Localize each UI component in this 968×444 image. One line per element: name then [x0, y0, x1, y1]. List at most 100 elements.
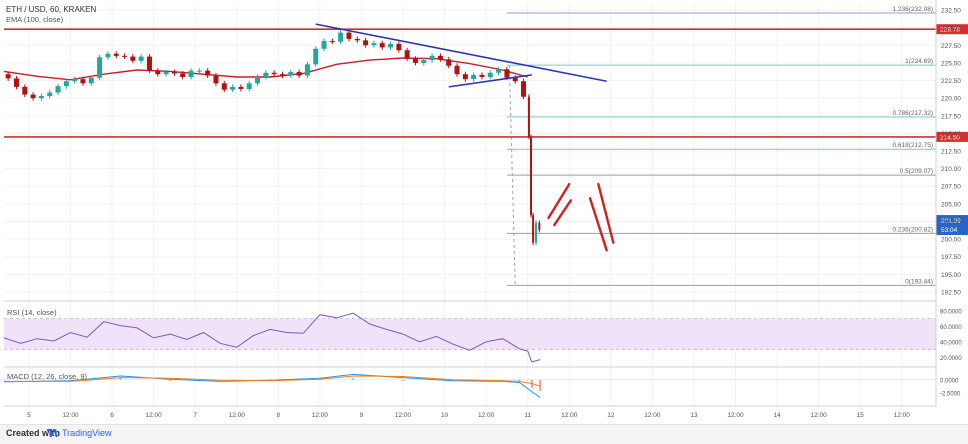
y-tick-label: 215.00 — [941, 131, 961, 138]
trendline — [315, 23, 607, 83]
candle — [13, 78, 19, 87]
candle — [304, 64, 310, 76]
candle — [421, 60, 427, 63]
x-tick-label: 12:00 — [62, 412, 79, 419]
candle — [538, 222, 541, 230]
y-tick-label: 230.00 — [941, 25, 961, 32]
candle — [532, 215, 535, 243]
x-tick-label: 13 — [690, 412, 698, 419]
candle — [22, 86, 28, 95]
x-tick-label: 12:00 — [810, 412, 827, 419]
x-tick-label: 14 — [773, 412, 781, 419]
current-price-label: 201.99 — [941, 218, 961, 225]
y-tick-label: 195.00 — [941, 272, 961, 279]
y-tick-label: 232.50 — [941, 8, 961, 15]
candle — [238, 86, 244, 89]
candle — [196, 70, 202, 72]
macd-tick-label: 0.0000 — [940, 378, 959, 384]
candle — [5, 74, 11, 79]
candle — [354, 38, 360, 41]
candle — [404, 50, 410, 59]
candle — [38, 96, 44, 99]
candle — [530, 136, 533, 216]
projection-arrow — [553, 199, 573, 227]
candle — [471, 74, 477, 80]
candle — [213, 75, 219, 84]
x-tick-label: 12:00 — [478, 412, 495, 419]
x-tick-label: 12 — [607, 412, 615, 419]
rsi-legend: RSI (14, close) — [7, 308, 57, 317]
y-tick-label: 207.50 — [941, 184, 961, 191]
current-price-label: 53:04 — [941, 227, 958, 234]
y-tick-label: 222.50 — [941, 78, 961, 85]
current-price-tag — [936, 215, 968, 236]
candle — [321, 41, 327, 49]
candle — [527, 96, 530, 137]
candle — [188, 70, 194, 77]
candle — [138, 56, 144, 61]
candle — [205, 70, 211, 76]
fib-level-label: 1(224.69) — [905, 58, 933, 65]
macd-pane: 0.0000 -2.5000 — [3, 373, 961, 398]
x-tick-label: 12:00 — [894, 412, 911, 419]
y-tick-label: 210.00 — [941, 166, 961, 173]
trendline — [448, 74, 532, 88]
ema-legend: EMA (100, close) — [6, 15, 64, 24]
x-tick-label: 12:00 — [145, 412, 162, 419]
y-tick-label: 192.50 — [941, 289, 961, 296]
projection-arrow — [597, 182, 615, 244]
projection-arrow — [588, 197, 608, 252]
candle — [246, 83, 252, 89]
candle — [255, 77, 261, 84]
candle — [338, 32, 344, 42]
footer-brand[interactable]: TradingView — [62, 428, 112, 438]
footer-made-with: Created with — [6, 428, 61, 438]
candle — [171, 72, 177, 74]
fib-level-label: 0.618(212.75) — [893, 142, 933, 149]
macd-tick-label: -2.5000 — [940, 392, 961, 398]
candle — [371, 43, 377, 46]
rsi-pane: 80.0000 60.0000 40.0000 20.0000 — [3, 309, 962, 363]
rsi-tick-label: 60.0000 — [940, 325, 962, 331]
candle — [346, 32, 352, 39]
x-tick-label: 5 — [27, 412, 31, 419]
candle — [363, 40, 369, 46]
candle — [504, 69, 510, 78]
candle — [221, 83, 227, 90]
candle — [454, 65, 460, 75]
rsi-line — [3, 312, 541, 363]
x-tick-label: 9 — [360, 412, 364, 419]
price-pane: 1.236(232.08) 1(224.69) 0.786(217.32) 0.618… — [3, 6, 968, 286]
candle — [55, 86, 61, 93]
candle — [155, 70, 161, 75]
candle — [288, 72, 294, 76]
x-tick-label: 7 — [193, 412, 197, 419]
candle — [521, 81, 527, 97]
candle — [396, 43, 402, 51]
candle — [97, 57, 103, 78]
rsi-tick-label: 80.0000 — [940, 309, 962, 315]
macd-signal-line — [4, 375, 541, 387]
candle — [496, 69, 502, 73]
y-tick-label: 212.50 — [941, 149, 961, 156]
candle — [412, 58, 418, 63]
x-tick-label: 12:00 — [312, 412, 329, 419]
candle — [146, 56, 152, 71]
level-price-label: 229.78 — [940, 27, 960, 34]
candle — [163, 72, 169, 75]
y-tick-label: 220.00 — [941, 96, 961, 103]
candle — [296, 72, 302, 76]
candle — [388, 43, 394, 48]
candle — [180, 73, 186, 77]
x-tick-label: 12:00 — [727, 412, 744, 419]
y-tick-label: 202.50 — [941, 219, 961, 226]
fib-level-label: 0(193.44) — [905, 278, 933, 285]
candle — [479, 74, 485, 77]
rsi-tick-label: 20.0000 — [940, 356, 962, 362]
y-tick-label: 205.00 — [941, 201, 961, 208]
axes: 232.50 230.00 227.50 225.00 222.50 220.00 217.… — [4, 0, 961, 419]
y-tick-label: 217.50 — [941, 113, 961, 120]
fib-level-label: 0.5(209.07) — [900, 168, 933, 175]
y-tick-label: 227.50 — [941, 43, 961, 50]
candle — [122, 55, 128, 57]
